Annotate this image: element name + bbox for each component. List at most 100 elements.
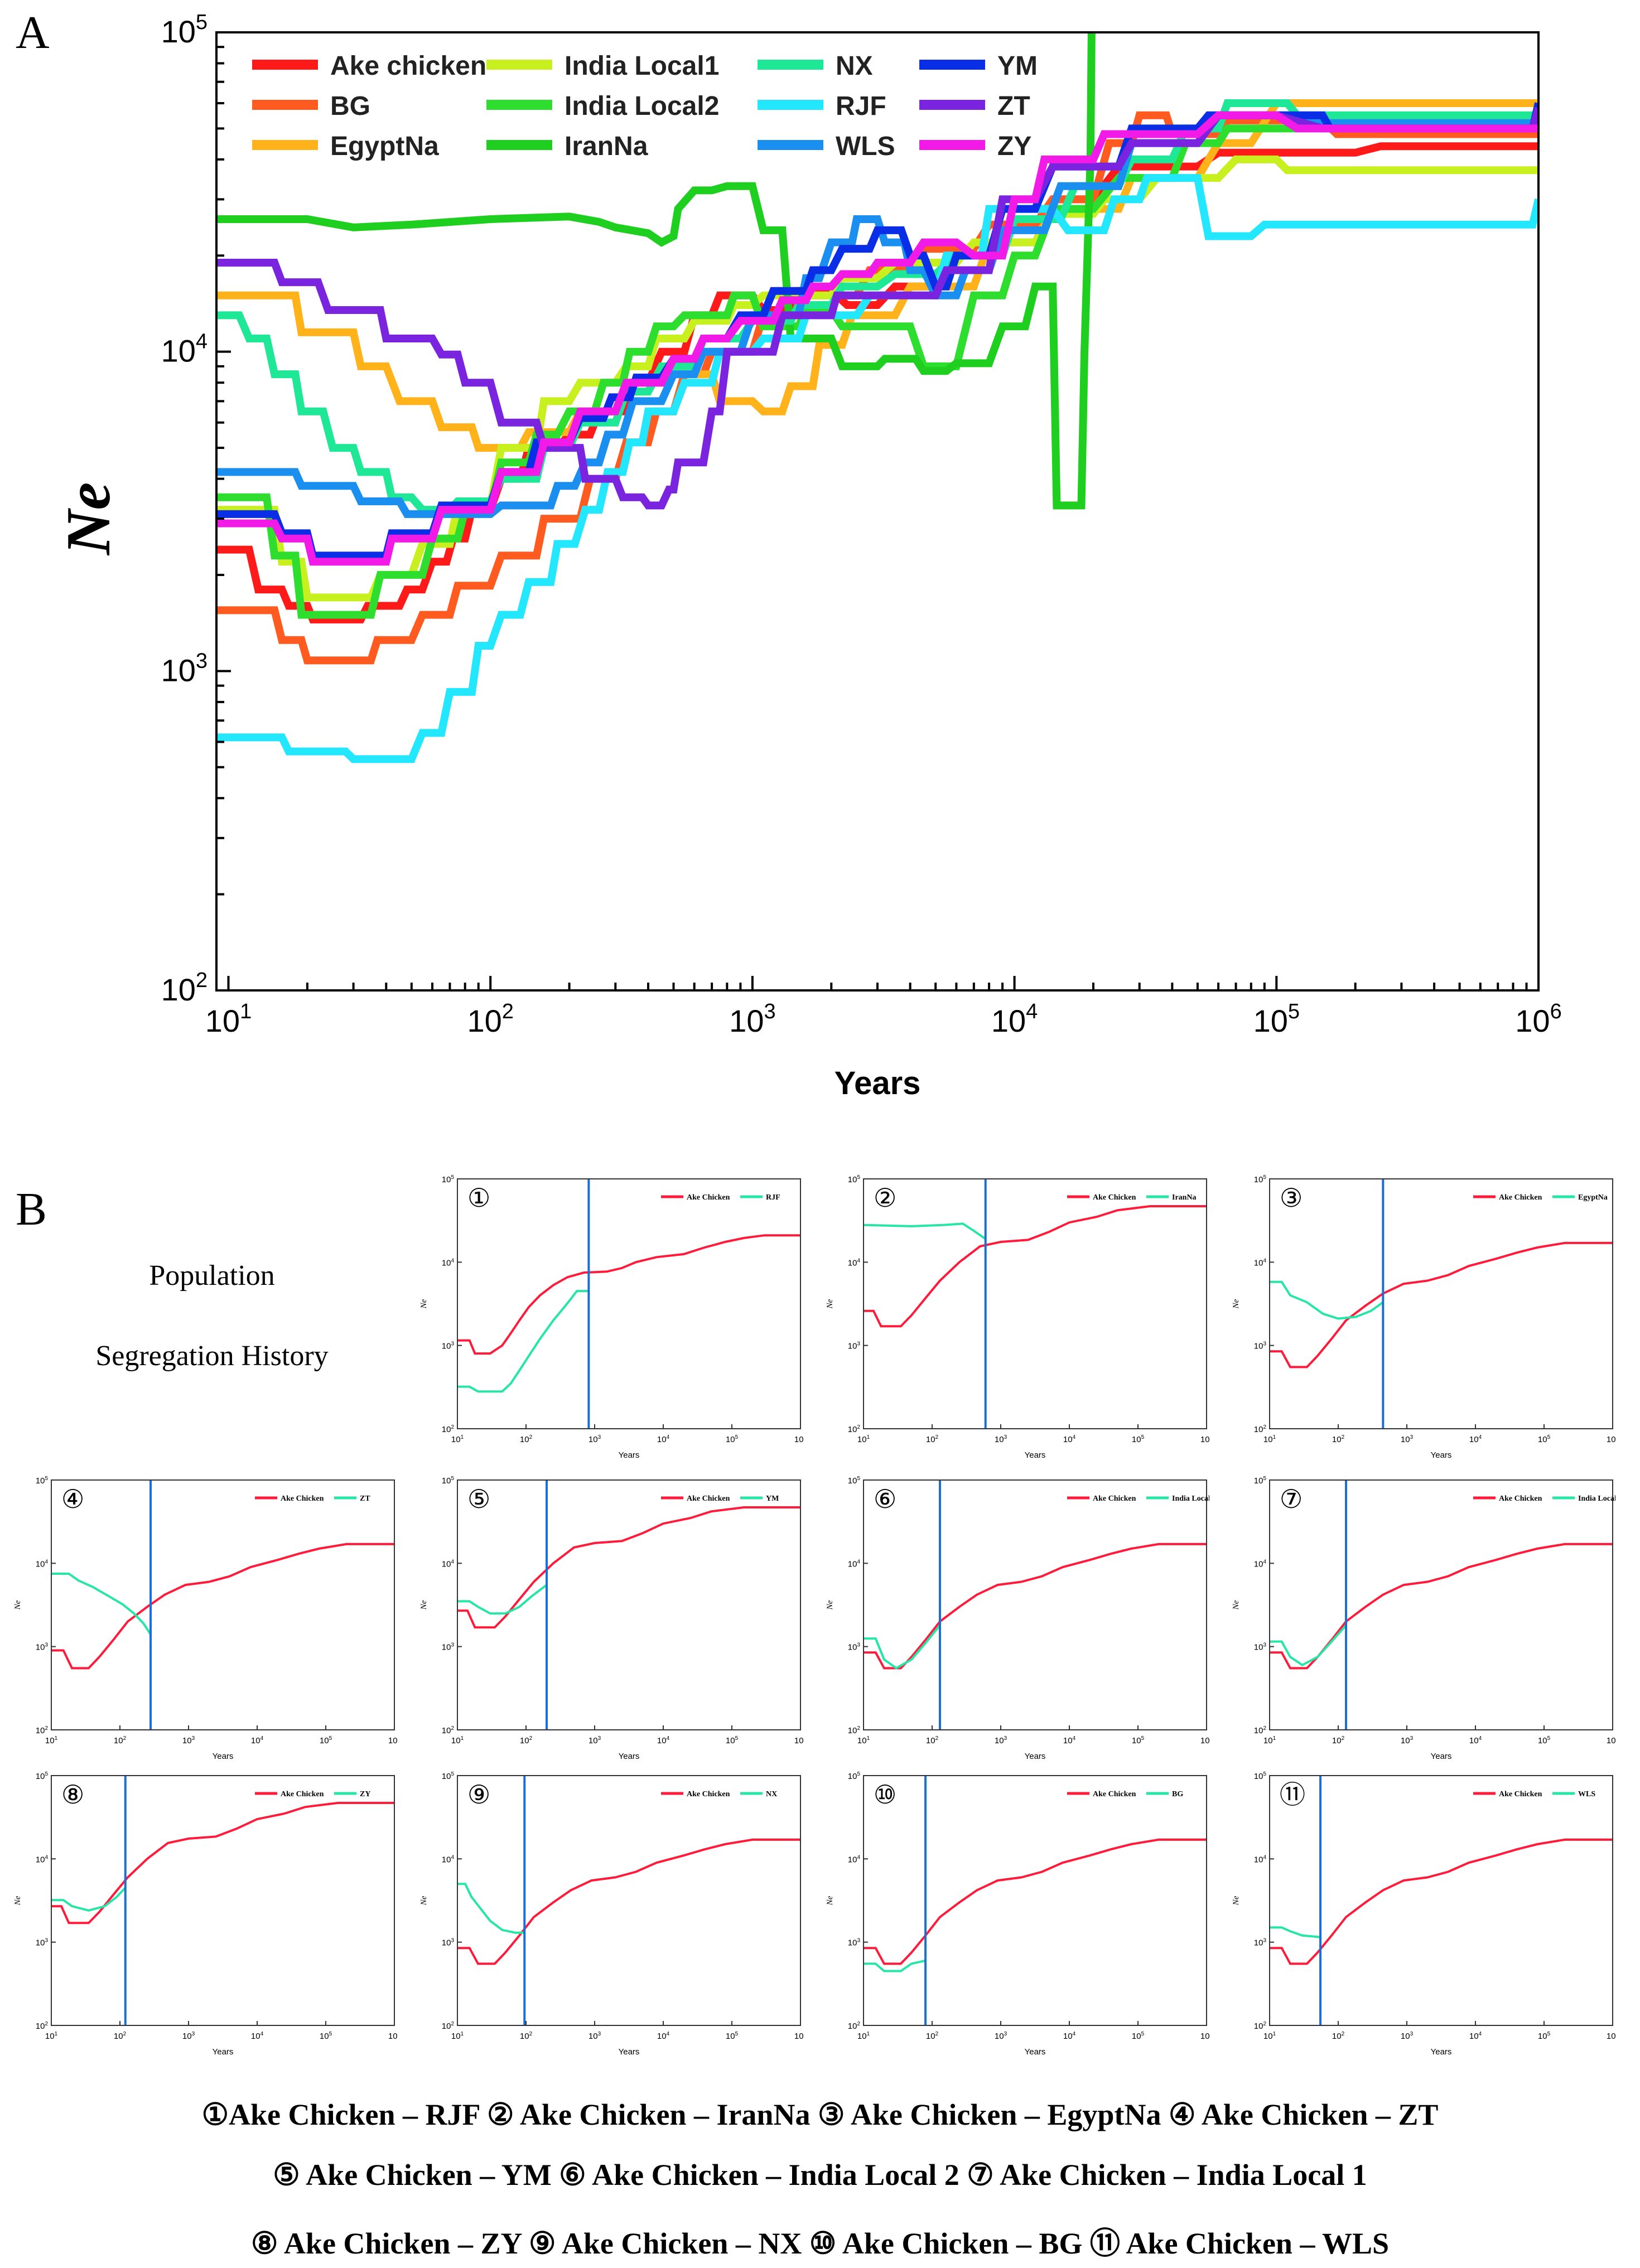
- mini-frame: [457, 1775, 801, 2026]
- mini-x-tick-label: 104: [251, 2031, 264, 2041]
- mini-x-tick-label: 101: [451, 2031, 464, 2041]
- mini-x-tick-label: 103: [995, 2031, 1007, 2041]
- mini-legend-label-bg: BG: [1172, 1790, 1183, 1798]
- mini-y-axis-label: Ne: [826, 1600, 835, 1610]
- mini-x-tick-label: 103: [1401, 1434, 1414, 1444]
- y-tick-label-4: 104: [161, 330, 208, 369]
- mini-x-tick-label: 104: [1063, 1735, 1076, 1745]
- mini-y-tick-label: 102: [36, 1725, 49, 1735]
- mini-x-tick-label: 101: [1263, 2031, 1276, 2041]
- mini-series-group: [1270, 1838, 1613, 1965]
- mini-y-tick-label: 105: [848, 1174, 861, 1184]
- mini-y-tick-label: 104: [1254, 1854, 1267, 1864]
- mini-x-tick-label: 105: [1132, 2031, 1145, 2041]
- mini-x-tick-label: 105: [320, 2031, 332, 2041]
- panel-b-label: B: [16, 1183, 47, 1235]
- panel-number: ⑧: [61, 1779, 84, 1810]
- mini-legend-label-ake: Ake Chicken: [1499, 1790, 1542, 1798]
- mini-x-tick-label: 103: [182, 1735, 195, 1745]
- mini-y-axis-label: Ne: [13, 1600, 22, 1610]
- mini-y-tick-label: 102: [848, 2021, 861, 2031]
- mini-x-tick-label: 106: [1607, 2031, 1615, 2041]
- segregation-chart-1: 101102103104105106102103104105YearsNe①Ak…: [419, 1174, 803, 1460]
- mini-x-tick-label: 105: [1538, 2031, 1551, 2041]
- x-tick-label-1: 101: [205, 1000, 252, 1038]
- mini-legend-label-ake: Ake Chicken: [1499, 1193, 1542, 1202]
- mini-x-axis-label: Years: [1025, 2047, 1046, 2057]
- mini-y-tick-label: 104: [36, 1854, 49, 1864]
- mini-x-tick-label: 105: [726, 2031, 739, 2041]
- mini-x-tick-label: 101: [45, 1735, 58, 1745]
- mini-legend-label-ake: Ake Chicken: [687, 1790, 730, 1798]
- mini-y-axis-label: Ne: [1232, 1299, 1241, 1309]
- mini-frame: [457, 1479, 801, 1730]
- mini-x-tick-label: 103: [589, 1735, 601, 1745]
- mini-series-group: [457, 1506, 800, 1629]
- mini-series-group: [864, 1838, 1207, 1972]
- y-axis-label: Ne: [54, 482, 123, 557]
- mini-line-ake-chicken: [457, 1506, 800, 1629]
- mini-line-ake-chicken: [457, 1838, 800, 1965]
- mini-y-tick-label: 103: [1254, 1938, 1267, 1948]
- panel-a-label: A: [16, 7, 50, 59]
- mini-x-tick-label: 106: [1607, 1735, 1615, 1745]
- panel-number: ⑤: [467, 1484, 490, 1514]
- x-axis-label: Years: [835, 1065, 921, 1101]
- mini-x-tick-label: 105: [726, 1434, 739, 1444]
- mini-y-tick-label: 105: [36, 1476, 49, 1486]
- legend-label-zt: ZT: [997, 91, 1030, 121]
- mini-x-tick-label: 101: [1263, 1434, 1276, 1444]
- mini-frame: [457, 1178, 801, 1429]
- segregation-chart-5: 101102103104105106102103104105YearsNe⑤Ak…: [419, 1476, 803, 1761]
- mini-line-ake-chicken: [1270, 1838, 1613, 1965]
- mini-y-tick-label: 105: [442, 1476, 455, 1486]
- mini-line-zt: [51, 1573, 152, 1635]
- mini-y-tick-label: 105: [442, 1771, 455, 1781]
- legend-label-rjf: RJF: [836, 91, 886, 121]
- mini-frame: [863, 1775, 1207, 2026]
- mini-x-tick-label: 106: [1200, 1434, 1209, 1444]
- segregation-chart-8: 101102103104105106102103104105YearsNe⑧Ak…: [13, 1771, 397, 2057]
- mini-series-group: [457, 1838, 800, 1965]
- mini-series-group: [864, 1205, 1207, 1328]
- panel-number: ⑨: [467, 1779, 490, 1810]
- panel-b-side-text-line1: Population: [149, 1260, 275, 1292]
- mini-x-tick-label: 102: [114, 1735, 127, 1745]
- mini-x-axis-label: Years: [1431, 2047, 1452, 2057]
- panel-number: ⑥: [874, 1484, 896, 1514]
- mini-x-tick-label: 106: [794, 1434, 803, 1444]
- mini-y-axis-label: Ne: [1232, 1600, 1241, 1610]
- mini-line-bg: [864, 1959, 926, 1972]
- segregation-chart-11: 101102103104105106102103104105YearsNe⑪Ak…: [1232, 1771, 1615, 2057]
- main-ne-chart: 101 102 103 104 105 106102103104105YearsNeAke…: [54, 11, 1562, 1101]
- mini-y-tick-label: 105: [36, 1771, 49, 1781]
- mini-legend-label-egyptna: EgyptNa: [1578, 1193, 1608, 1202]
- series-line-rjf: [216, 174, 1538, 763]
- legend-label-nx: NX: [836, 51, 873, 81]
- mini-line-ake-chicken: [51, 1802, 394, 1924]
- mini-series-group: [51, 1802, 394, 1924]
- panel-number: ⑦: [1280, 1484, 1303, 1514]
- mini-y-tick-label: 105: [1254, 1476, 1267, 1486]
- mini-x-tick-label: 103: [589, 1434, 601, 1444]
- mini-frame: [51, 1775, 395, 2026]
- series-line-zt: [216, 107, 1538, 510]
- legend-label-india-local1: India Local1: [565, 51, 719, 81]
- mini-y-tick-label: 105: [848, 1771, 861, 1781]
- legend-label-zy: ZY: [997, 132, 1031, 161]
- mini-x-tick-label: 106: [1200, 1735, 1209, 1745]
- mini-legend-label-ake: Ake Chicken: [281, 1790, 324, 1798]
- mini-x-tick-label: 103: [1401, 1735, 1414, 1745]
- panel-number: ④: [61, 1484, 84, 1514]
- mini-x-axis-label: Years: [619, 2047, 640, 2057]
- mini-line-rjf: [457, 1290, 589, 1393]
- mini-y-tick-label: 103: [36, 1642, 49, 1652]
- mini-x-tick-label: 104: [1063, 2031, 1076, 2041]
- mini-x-tick-label: 101: [451, 1434, 464, 1444]
- mini-x-tick-label: 105: [320, 1735, 332, 1745]
- legend-label-bg: BG: [330, 91, 370, 121]
- mini-x-tick-label: 103: [589, 2031, 601, 2041]
- segregation-chart-10: 101102103104105106102103104105YearsNe⑩Ak…: [826, 1771, 1209, 2057]
- x-tick-label-6: 106: [1515, 1000, 1561, 1038]
- mini-y-tick-label: 104: [442, 1559, 455, 1569]
